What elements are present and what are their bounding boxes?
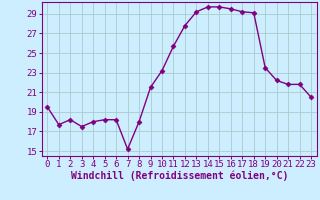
X-axis label: Windchill (Refroidissement éolien,°C): Windchill (Refroidissement éolien,°C) (70, 171, 288, 181)
